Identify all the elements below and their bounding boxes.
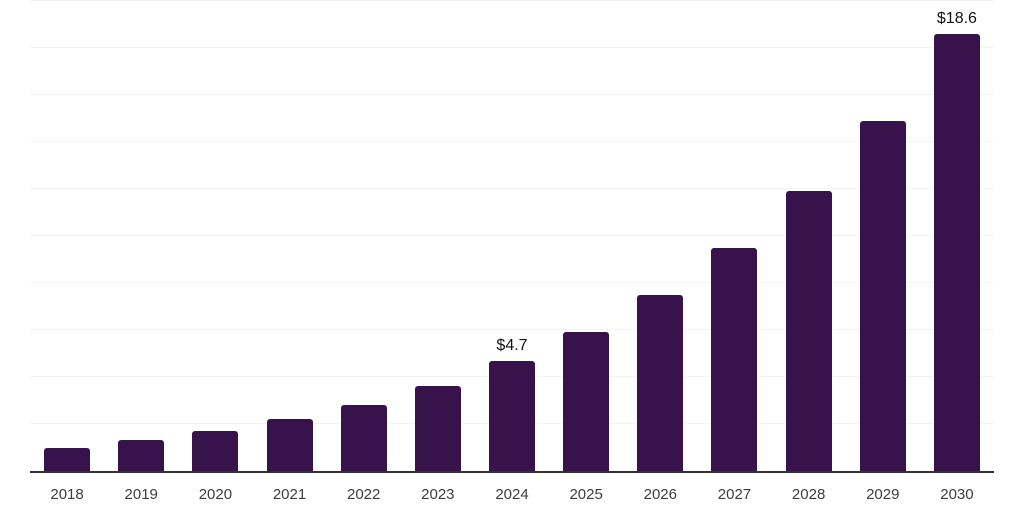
bar-2030: [933, 33, 980, 471]
gridline: [30, 0, 994, 1]
bar-2023: [414, 386, 461, 471]
gridline: [30, 47, 994, 48]
bar-2021: [266, 419, 313, 471]
gridline: [30, 141, 994, 142]
x-tick-label: 2021: [272, 486, 307, 503]
x-tick-label: 2024: [495, 486, 529, 503]
x-tick-label: 2027: [717, 486, 752, 503]
x-tick-label: 2018: [50, 486, 84, 503]
x-tick-label: 2023: [421, 486, 455, 503]
x-tick-label: 2030: [940, 486, 974, 503]
value-label-2024: $4.7: [496, 336, 528, 354]
gridline: [30, 188, 994, 189]
bar-2025: [563, 332, 610, 471]
bar-2022: [340, 405, 387, 471]
bar-2024: [489, 360, 535, 471]
x-axis: 2018 2019 2020 2021 2022 2023 2024 2025 2026 2027…: [30, 484, 994, 506]
gridline: [30, 282, 994, 283]
bar-2026: [637, 294, 684, 471]
x-tick-label: 2022: [347, 486, 381, 503]
x-tick-label: 2019: [124, 486, 158, 503]
value-label-2030: $18.6: [936, 9, 977, 27]
gridline: [30, 94, 994, 95]
gridline: [30, 235, 994, 236]
plot-area: $4.7 $18.6: [30, 0, 994, 473]
bar-2018: [44, 447, 91, 471]
x-tick-label: 2028: [791, 486, 826, 503]
bar-2029: [859, 120, 906, 471]
bar-2020: [192, 431, 239, 471]
x-tick-label: 2026: [643, 486, 677, 503]
bar-2028: [785, 191, 832, 471]
x-tick-label: 2025: [569, 486, 603, 503]
gridline: [30, 329, 994, 330]
x-tick-label: 2020: [198, 486, 233, 503]
bar-2019: [118, 440, 165, 471]
x-tick-label: 2029: [866, 486, 900, 503]
bar-2027: [711, 247, 758, 471]
